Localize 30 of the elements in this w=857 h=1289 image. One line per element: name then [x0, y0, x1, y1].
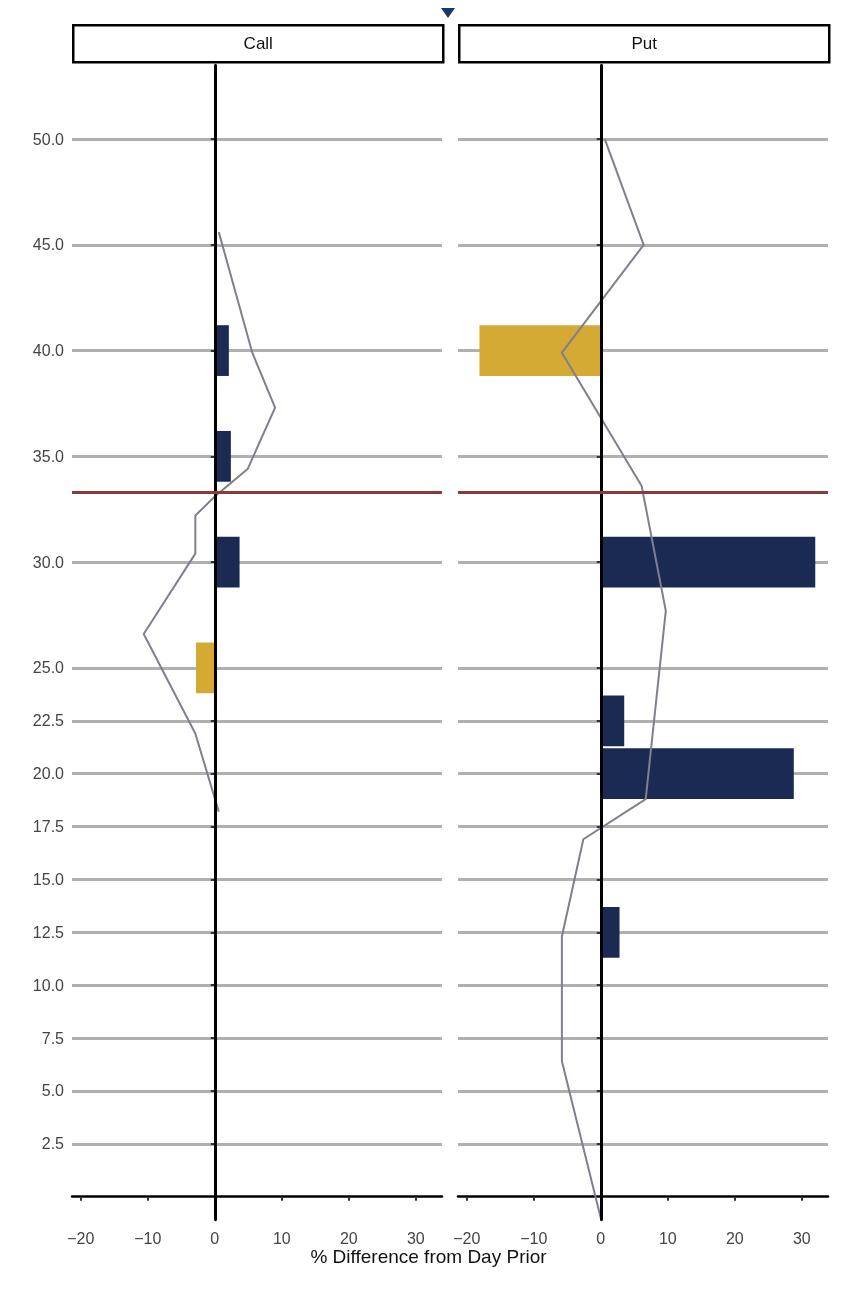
y-tick-label: 50.0 [32, 130, 65, 148]
x-tick-label: 20 [339, 1229, 358, 1247]
y-tick-label: 7.5 [41, 1029, 65, 1047]
x-tick-label: 30 [792, 1229, 811, 1247]
x-tick-label: 20 [725, 1229, 744, 1247]
y-tick-label: 30.0 [32, 553, 65, 571]
y-tick-label: 45.0 [32, 236, 65, 254]
y-tick-label: 17.5 [32, 818, 65, 836]
y-tick-label: 25.0 [32, 659, 65, 677]
y-tick-label: 22.5 [32, 712, 65, 730]
x-tick-label: −20 [453, 1229, 481, 1247]
chart-title: Put [631, 34, 658, 54]
x-tick-label: 30 [406, 1229, 425, 1247]
y-tick-label: 12.5 [32, 923, 65, 941]
x-tick-label: 10 [658, 1229, 677, 1247]
y-tick-label: 35.0 [32, 447, 65, 465]
chart-title: Call [243, 34, 273, 54]
x-tick-label: 10 [272, 1229, 291, 1247]
x-tick-label: −20 [67, 1229, 95, 1247]
x-axis-title: % Difference from Day Prior [309, 1246, 548, 1268]
x-tick-label: −10 [134, 1229, 162, 1247]
y-tick-label: 5.0 [41, 1082, 65, 1100]
x-tick-label: 0 [596, 1229, 606, 1247]
y-tick-label: 15.0 [32, 870, 65, 888]
y-tick-label: 2.5 [41, 1135, 65, 1153]
y-tick-label: 20.0 [32, 765, 65, 783]
y-tick-label: 10.0 [32, 976, 65, 994]
x-tick-label: −10 [520, 1229, 548, 1247]
x-tick-label: 0 [210, 1229, 220, 1247]
y-tick-label: 40.0 [32, 342, 65, 360]
